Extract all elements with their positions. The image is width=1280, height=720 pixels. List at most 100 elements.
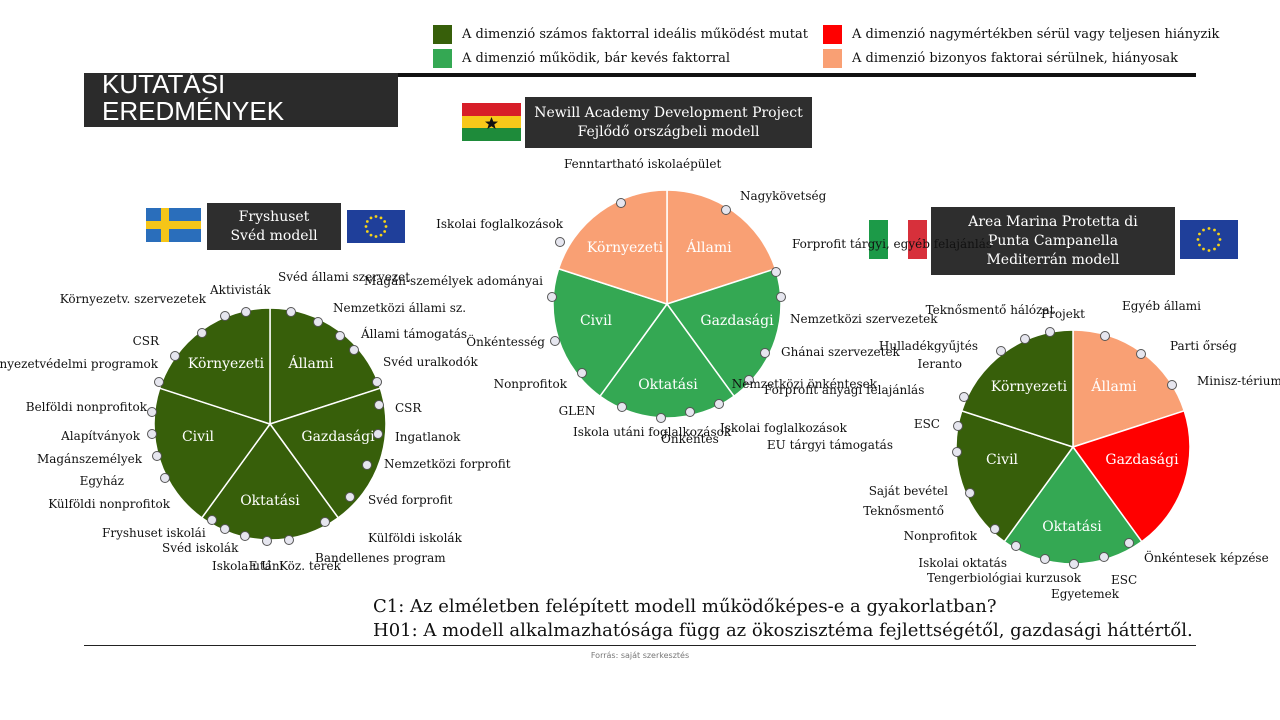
factor-node	[1069, 559, 1079, 569]
sweden-flag	[146, 208, 201, 242]
legend-swatch	[823, 25, 842, 44]
factor-node	[362, 460, 372, 470]
factor-node	[284, 535, 294, 545]
factor-label: Magán-személyek adományai	[364, 274, 543, 288]
legend-item-missing: A dimenzió nagymértékben sérül vagy telj…	[823, 25, 1219, 44]
hypothesis-h01: H01: A modell alkalmazhatósága függ az ö…	[373, 620, 1193, 641]
factor-label: Forprofit anyagi felajánlás	[764, 383, 924, 397]
factor-node	[953, 421, 963, 431]
factor-node	[262, 536, 272, 546]
legend-item-works: A dimenzió működik, bár kevés faktorral	[433, 49, 730, 68]
segment-label: Környezeti	[188, 356, 265, 372]
factor-node	[760, 348, 770, 358]
legend-item-damaged: A dimenzió bizonyos faktorai sérülnek, h…	[823, 49, 1178, 68]
factor-node	[1045, 327, 1055, 337]
legend-label: A dimenzió számos faktorral ideális műkö…	[462, 27, 808, 42]
legend-item-ideal: A dimenzió számos faktorral ideális műkö…	[433, 25, 808, 44]
factor-label: Környezetv. szervezetek	[60, 292, 207, 306]
factor-node	[241, 307, 251, 317]
factor-node	[721, 205, 731, 215]
factor-node	[147, 429, 157, 439]
segment-állami	[666, 189, 777, 306]
factor-node	[1136, 349, 1146, 359]
factor-label: Állami támogatás	[360, 326, 467, 341]
factor-node	[154, 377, 164, 387]
factor-node	[374, 400, 384, 410]
factor-label: Egyetemek	[1051, 587, 1120, 601]
factor-label: Iskola utáni foglalkozások	[573, 425, 732, 439]
factor-label: Ingatlanok	[395, 430, 461, 444]
factor-label: Aktivisták	[209, 283, 271, 297]
factor-label: E U	[249, 559, 272, 573]
factor-node	[372, 377, 382, 387]
title-box: KUTATÁSI EREDMÉNYEK	[84, 73, 398, 127]
factor-node	[616, 198, 626, 208]
factor-label: Nonprofitok	[904, 529, 978, 543]
factor-label: Köz. terek	[279, 559, 342, 573]
segment-label: Gazdasági	[301, 429, 375, 445]
factor-node	[1167, 380, 1177, 390]
factor-node	[197, 328, 207, 338]
legend-label: A dimenzió működik, bár kevés faktorral	[462, 51, 731, 66]
segment-környezeti	[557, 189, 668, 306]
factor-label: Fryshuset iskolái	[102, 526, 206, 540]
ghana-flag	[462, 103, 521, 141]
factor-label: Minisz-térium	[1197, 374, 1280, 388]
factor-label: Svéd forprofit	[368, 493, 453, 507]
segment-label: Állami	[287, 354, 334, 372]
factor-node	[577, 368, 587, 378]
legend-swatch	[823, 49, 842, 68]
factor-label: Forprofit tárgyi, egyéb felajánlás	[792, 237, 992, 251]
factor-label: Ieranto	[917, 357, 962, 371]
factor-node	[147, 407, 157, 417]
segment-label: Környezeti	[587, 240, 664, 256]
segment-label: Gazdasági	[700, 313, 774, 329]
eu-flag	[347, 210, 405, 243]
factor-label: Önkéntesek képzése	[1144, 549, 1269, 565]
source-note: Forrás: saját szerkesztés	[590, 651, 690, 660]
factor-label: Iskolai foglalkozások	[720, 421, 848, 435]
factor-label: Svéd uralkodók	[383, 355, 478, 369]
factor-node	[1124, 538, 1134, 548]
factor-node	[335, 331, 345, 341]
factor-node	[617, 402, 627, 412]
factor-label: Egyház	[80, 474, 124, 488]
model-label-sweden: Fryshuset Svéd modell	[207, 203, 341, 250]
factor-label: Alapítványok	[60, 429, 141, 443]
segment-gazdasági	[268, 387, 387, 519]
segment-label: Állami	[685, 238, 732, 256]
factor-label: CSR	[133, 334, 160, 348]
factor-node	[313, 317, 323, 327]
segment-label: Gazdasági	[1105, 452, 1179, 468]
factor-label: Svéd állami szervezet	[278, 270, 410, 284]
factor-label: Önkéntes	[661, 430, 719, 446]
factor-label: Önkéntesség	[466, 333, 545, 349]
factor-node	[320, 517, 330, 527]
factor-node	[345, 492, 355, 502]
factor-label: GLEN	[559, 404, 596, 418]
factor-label: EU tárgyi támogatás	[767, 438, 893, 452]
factor-label: Teknősmentő hálózat	[926, 303, 1055, 317]
factor-label: Svéd iskolák	[162, 541, 239, 555]
factor-node	[685, 407, 695, 417]
factor-label: Parti őrség	[1170, 339, 1237, 353]
factor-node	[349, 345, 359, 355]
factor-label: Nemzetközi szervezetek	[790, 312, 938, 326]
factor-label: Környezetvédelmi programok	[0, 357, 159, 371]
segment-label: Oktatási	[1042, 519, 1102, 535]
factor-label: Teknősmentő	[863, 504, 944, 518]
factor-label: Belföldi nonprofitok	[26, 400, 148, 414]
factor-label: Nemzetközi önkéntesek	[732, 377, 878, 391]
segment-label: Civil	[182, 429, 215, 445]
bottom-rule	[84, 645, 1196, 646]
factor-node	[1099, 552, 1109, 562]
factor-node	[952, 447, 962, 457]
factor-node	[965, 488, 975, 498]
segment-label: Állami	[1090, 377, 1137, 395]
segment-label: Oktatási	[240, 493, 300, 509]
factor-label: Nemzetközi forprofit	[384, 457, 511, 471]
factor-node	[547, 292, 557, 302]
segment-label: Civil	[986, 452, 1019, 468]
factor-node	[220, 311, 230, 321]
